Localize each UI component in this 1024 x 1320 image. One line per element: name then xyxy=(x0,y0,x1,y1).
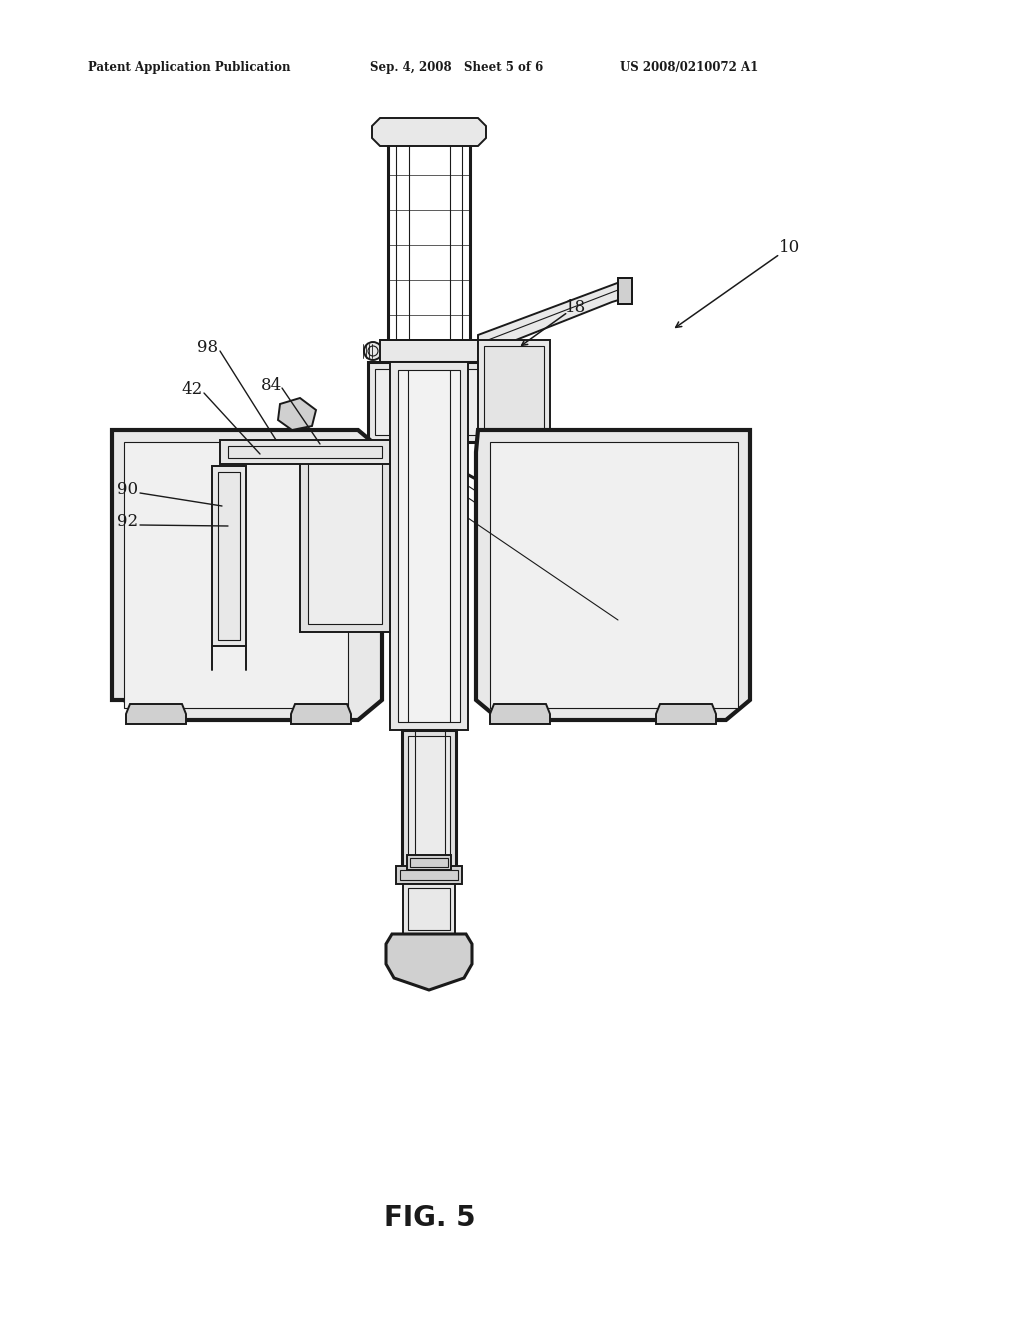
Bar xyxy=(398,370,460,722)
Bar xyxy=(308,459,382,624)
Text: 10: 10 xyxy=(779,239,801,256)
Circle shape xyxy=(610,614,618,622)
Circle shape xyxy=(644,614,652,622)
Polygon shape xyxy=(386,935,472,990)
Text: FIG. 5: FIG. 5 xyxy=(384,1204,476,1232)
Polygon shape xyxy=(476,430,750,719)
Circle shape xyxy=(234,496,262,524)
Text: 92: 92 xyxy=(118,513,138,531)
Polygon shape xyxy=(490,704,550,723)
Polygon shape xyxy=(112,430,382,719)
Polygon shape xyxy=(278,399,316,430)
Text: Sep. 4, 2008   Sheet 5 of 6: Sep. 4, 2008 Sheet 5 of 6 xyxy=(370,62,544,74)
Bar xyxy=(400,870,458,880)
Bar xyxy=(396,866,462,884)
Circle shape xyxy=(522,422,532,433)
Bar xyxy=(408,888,450,931)
Bar xyxy=(407,855,451,870)
Text: 84: 84 xyxy=(261,376,283,393)
Text: 42: 42 xyxy=(181,381,203,399)
Bar xyxy=(220,440,390,465)
Bar xyxy=(380,341,478,362)
Text: Patent Application Publication: Patent Application Publication xyxy=(88,62,291,74)
Bar xyxy=(403,884,455,935)
Bar xyxy=(228,446,382,458)
Text: 18: 18 xyxy=(565,300,587,317)
Bar xyxy=(402,730,456,870)
Polygon shape xyxy=(291,704,351,723)
Circle shape xyxy=(224,486,272,535)
Bar xyxy=(390,362,468,730)
Bar xyxy=(124,442,348,708)
Circle shape xyxy=(522,383,532,393)
Polygon shape xyxy=(478,282,628,355)
Circle shape xyxy=(479,388,490,400)
Circle shape xyxy=(140,450,148,458)
Bar xyxy=(218,473,240,640)
Bar xyxy=(212,466,246,645)
Bar xyxy=(478,341,550,442)
Bar xyxy=(490,442,738,708)
Bar xyxy=(375,370,483,436)
Text: 98: 98 xyxy=(198,339,218,356)
Polygon shape xyxy=(656,704,716,723)
Text: US 2008/0210072 A1: US 2008/0210072 A1 xyxy=(620,62,758,74)
Bar xyxy=(484,346,544,436)
Circle shape xyxy=(364,342,382,360)
Circle shape xyxy=(464,372,480,388)
Polygon shape xyxy=(126,704,186,723)
Polygon shape xyxy=(618,279,632,304)
Circle shape xyxy=(479,407,490,418)
Bar xyxy=(408,737,450,865)
Bar xyxy=(368,362,490,442)
Circle shape xyxy=(522,403,532,413)
Bar xyxy=(410,858,449,867)
Text: 90: 90 xyxy=(118,482,138,499)
Ellipse shape xyxy=(241,520,263,536)
Circle shape xyxy=(726,450,734,458)
Circle shape xyxy=(270,436,294,459)
Circle shape xyxy=(424,873,434,883)
Bar xyxy=(300,451,390,632)
Circle shape xyxy=(503,363,517,378)
Polygon shape xyxy=(372,117,486,147)
Circle shape xyxy=(140,686,148,694)
